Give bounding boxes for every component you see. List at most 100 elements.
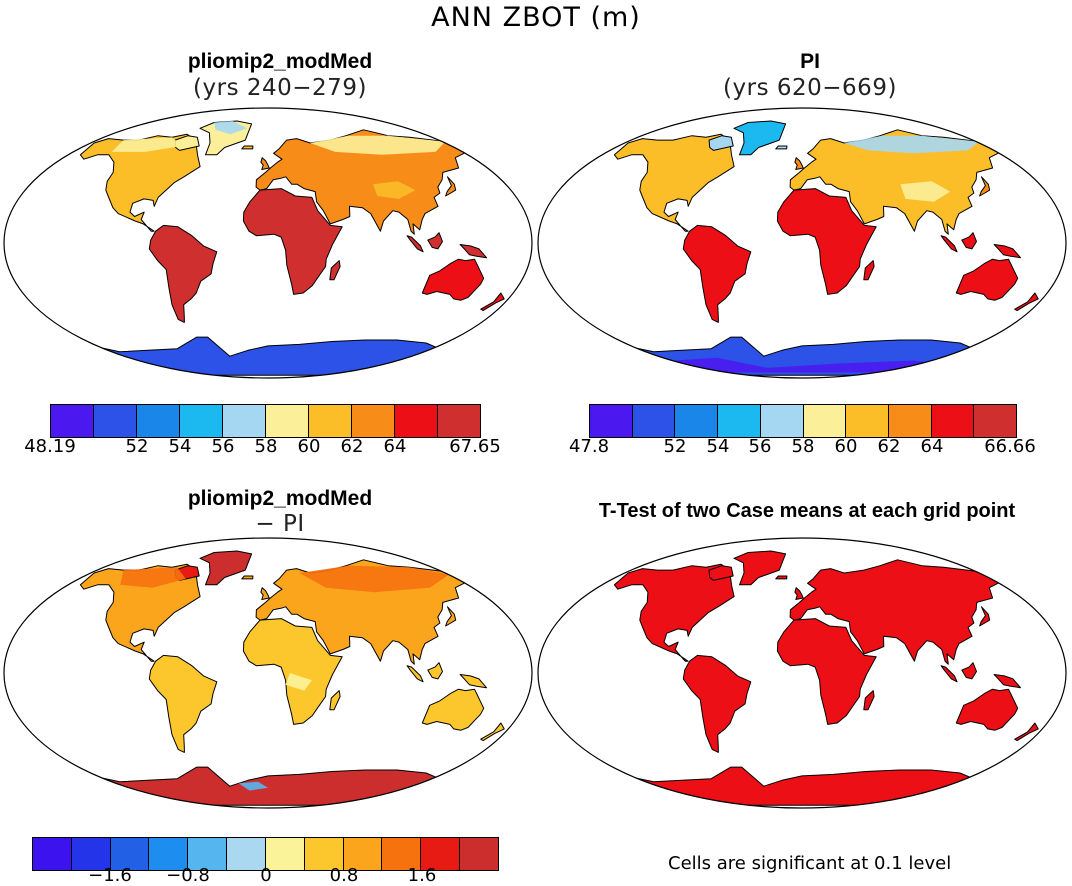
cbar-tick: 56 [211,436,235,457]
panel4-title: T-Test of two Case means at each grid po… [598,500,1016,522]
landmass-newZealand [1014,292,1039,312]
landmass-antarctica [611,766,985,806]
colorbar-swatch [846,405,889,437]
landmass-iceland [241,575,254,580]
landmass-africa [242,618,343,725]
colorbar-swatch [343,838,383,870]
cbar-tick: 58 [254,436,278,457]
colorbar-swatch [304,838,344,870]
colorbar-swatch [352,405,395,437]
cbar-tick: 62 [877,436,901,457]
landmass-australia [955,258,1019,301]
panel2-title: PI [800,50,820,73]
landmass-sumatra [406,235,424,253]
landmass-australia [955,688,1019,731]
field-region [844,135,980,154]
landmass-australia [421,258,485,301]
panel3-subtitle: − PI [255,511,305,537]
colorbar-swatch [51,405,94,437]
panel2-map [537,107,1067,379]
landmass-madagascar [329,260,341,281]
landmass-africa [776,188,877,295]
landmass-madagascar [863,690,875,711]
landmass-borneo [961,662,977,680]
colorbar-swatch [137,405,180,437]
landmass-africa [242,188,343,295]
colorbar-swatch [188,838,228,870]
field-region [285,673,312,691]
cbar-tick: 1.6 [407,865,437,886]
landmass-newGuinea [459,244,487,259]
field-region [310,135,446,155]
colorbar-swatch [395,405,438,437]
colorbar-swatch [931,405,975,437]
colorbar-swatch [33,838,72,870]
landmass-newGuinea [459,674,487,689]
cbar-tick: 66.66 [984,436,1036,457]
colorbar-swatch [227,838,266,870]
landmass-britain [794,157,804,170]
panel2-colorbar [589,404,1017,438]
panel1-map [3,107,533,379]
landmass-iceland [775,575,788,580]
cbar-tick: 47.8 [568,436,610,457]
map-border [3,107,533,379]
landmass-baffin [174,135,200,151]
field-region [673,357,946,373]
cbar-tick: 52 [663,436,687,457]
colorbar-swatch [718,405,761,437]
significance-note: Cells are significant at 0.1 level [668,853,952,874]
cbar-tick: −1.6 [88,865,132,886]
landmass-southAmerica [148,654,218,753]
colorbar-swatch [382,838,422,870]
colorbar-swatch [71,838,111,870]
colorbar-swatch [760,405,804,437]
colorbar-swatch [94,405,137,437]
cbar-tick: 67.65 [449,436,501,457]
cbar-tick: 0 [260,865,272,886]
cbar-tick: 64 [383,436,407,457]
cbar-tick: 64 [920,436,944,457]
colorbar-swatch [590,405,633,437]
colorbar-swatch [110,838,150,870]
panel2-subtitle: (yrs 620−669) [723,75,897,101]
field-region [111,137,182,152]
cbar-tick: 60 [297,436,321,457]
field-region [214,121,248,135]
landmass-sumatra [406,665,424,683]
landmass-antarctica [77,336,451,376]
colorbar-swatch [149,838,189,870]
landmass-borneo [427,232,443,250]
colorbar-swatch [180,405,223,437]
panel1-colorbar [50,404,481,438]
landmass-australia [421,688,485,731]
field-region [373,181,416,199]
colorbar-swatch [460,838,498,870]
landmass-japan [979,176,991,197]
landmass-japan [445,176,457,197]
landmass-iceland [241,145,254,150]
field-region [900,181,951,202]
cbar-tick: 52 [125,436,149,457]
landmass-britain [260,587,270,600]
cbar-tick: 54 [706,436,730,457]
map-border [537,537,1067,809]
landmass-japan [445,606,457,627]
colorbar-swatch [675,405,719,437]
cbar-tick: 54 [168,436,192,457]
colorbar-swatch [266,405,309,437]
landmass-southAmerica [148,224,218,323]
landmass-madagascar [329,690,341,711]
landmass-sumatra [940,665,958,683]
landmass-eurasia [255,129,468,235]
field-region [120,567,186,588]
landmass-britain [794,587,804,600]
map-border [537,107,1067,379]
field-region [299,565,449,593]
landmass-eurasia [789,129,1002,235]
landmass-sumatra [940,235,958,253]
landmass-newGuinea [993,244,1021,259]
colorbar-swatch [632,405,676,437]
landmass-newZealand [480,292,505,312]
landmass-borneo [427,662,443,680]
